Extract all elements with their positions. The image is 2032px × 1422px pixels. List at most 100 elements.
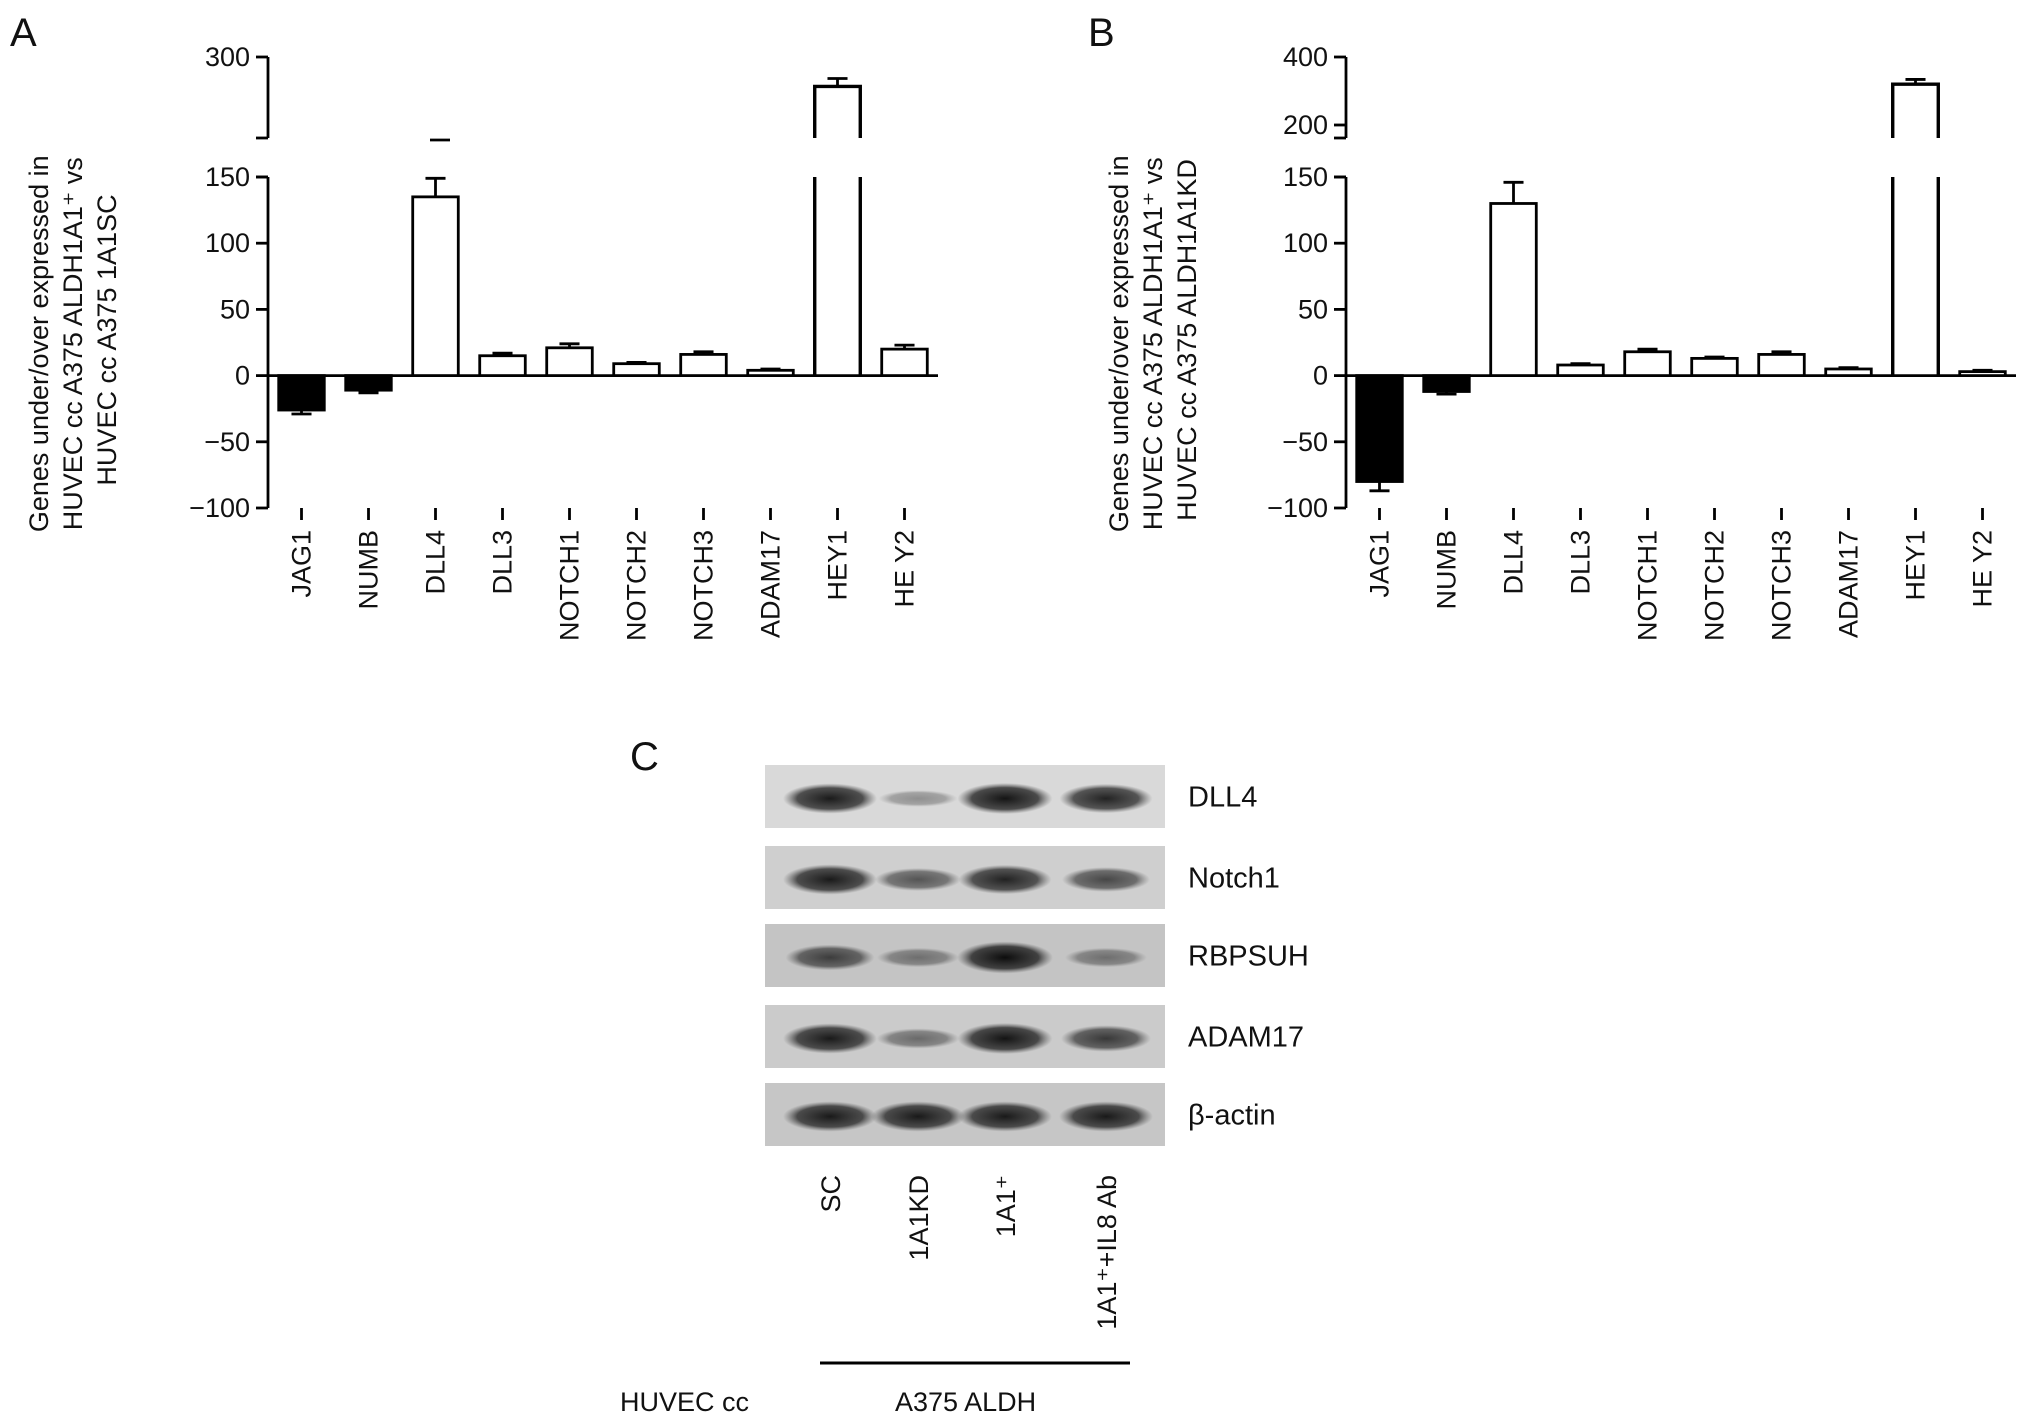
panel-b-bar-hey1-lower <box>1891 177 1940 376</box>
panel-a-category-label: NOTCH3 <box>689 530 719 641</box>
panel-a-bar-notch1 <box>545 346 594 377</box>
panel-c-western-blot: C HUVEC cc A375 ALDH DLL4 Notch1 RBPSUH ADA… <box>620 735 1309 1417</box>
panel-b-ylabel-line3: HUVEC cc A375 ALDH1A1KD <box>1172 159 1202 521</box>
panel-a-category-label: NUMB <box>354 530 384 610</box>
panel-b-bar-dll3 <box>1556 363 1605 377</box>
panel-b-category-label: NUMB <box>1432 530 1462 610</box>
panel-a-bar-dll4 <box>411 195 460 378</box>
blot-band <box>875 868 961 891</box>
panel-b-bar-notch1 <box>1623 350 1672 378</box>
panel-b-letter: B <box>1088 11 1115 55</box>
panel-b-bar-numb <box>1422 374 1471 393</box>
blot-band <box>783 864 877 895</box>
panel-a-ylabel-line2: HUVEC cc A375 ALDH1A1⁺ vs <box>58 157 88 530</box>
panel-b-bar-hey2 <box>1958 370 2007 377</box>
panel-b-y-tick-label: 0 <box>1313 361 1328 391</box>
panel-b-bar-adam17 <box>1824 367 1873 378</box>
lane-label: 1A1⁺+IL8 Ab <box>1092 1175 1122 1330</box>
panel-a-category-label: DLL4 <box>421 530 451 595</box>
blot-band <box>783 783 877 814</box>
blot-band <box>1061 1025 1151 1052</box>
panel-a-y-tick-label: 0 <box>235 361 250 391</box>
panel-b-category-label: HE Y2 <box>1968 530 1998 608</box>
panel-a-bar-dll3 <box>478 354 527 377</box>
panel-b-ylabel-line2: HUVEC cc A375 ALDH1A1⁺ vs <box>1138 157 1168 530</box>
panel-a-category-label: ADAM17 <box>756 530 786 638</box>
panel-a-bar-notch3 <box>679 353 728 377</box>
panel-b-y-tick-label-upper: 200 <box>1283 110 1328 140</box>
blot-row-label: RBPSUH <box>1188 941 1309 973</box>
panel-b-y-tick-label: 150 <box>1283 162 1328 192</box>
blot-band <box>1062 867 1150 892</box>
panel-a-category-label: NOTCH1 <box>555 530 585 641</box>
panel-b-bar-chart: B Genes under/over expressed in HUVEC cc… <box>1088 11 2016 641</box>
panel-a-y-tick-label: −100 <box>189 493 250 523</box>
lane-label: 1A1⁺ <box>991 1175 1021 1237</box>
blot-row-actin <box>765 1083 1165 1146</box>
blot-row-notch1 <box>765 846 1165 909</box>
blot-row-label: DLL4 <box>1188 782 1257 814</box>
group-label-huvec: HUVEC cc <box>620 1387 749 1417</box>
blot-row-label: ADAM17 <box>1188 1022 1304 1054</box>
panel-a-ylabel-line3: HUVEC cc A375 1A1SC <box>92 194 122 485</box>
blot-band <box>1065 947 1147 968</box>
panel-b-category-label: NOTCH3 <box>1767 530 1797 641</box>
blot-band <box>876 1028 960 1049</box>
panel-b-y-axis-label: Genes under/over expressed in HUVEC cc A… <box>1104 148 1202 532</box>
panel-a-y-tick-label-upper: 300 <box>205 42 250 72</box>
panel-a-bar-hey1-upper <box>813 84 862 138</box>
panel-b-category-label: HEY1 <box>1901 530 1931 601</box>
panel-a-letter: A <box>10 11 37 55</box>
panel-a-category-label: HEY1 <box>823 530 853 601</box>
panel-a-y-tick-label: −50 <box>204 427 250 457</box>
panel-b-category-label: NOTCH1 <box>1633 530 1663 641</box>
panel-a-ylabel-line1: Genes under/over expressed in <box>24 155 54 532</box>
panel-a-bar-hey2 <box>880 347 929 377</box>
panel-a-bar-hey1-lower <box>813 177 862 376</box>
lane-label: SC <box>816 1175 846 1213</box>
blot-band <box>957 941 1053 974</box>
panel-b-y-tick-label: 50 <box>1298 294 1328 324</box>
group-label-a375: A375 ALDH <box>895 1387 1036 1417</box>
panel-b-y-tick-label: −50 <box>1282 427 1328 457</box>
panel-b-bar-hey1-upper <box>1891 82 1940 138</box>
blot-band <box>785 944 875 971</box>
panel-b-y-tick-label-upper: 400 <box>1283 42 1328 72</box>
panel-a-category-label: JAG1 <box>287 530 317 598</box>
blot-band <box>958 1101 1052 1132</box>
blot-row-label: β-actin <box>1188 1100 1276 1132</box>
panel-c-letter: C <box>630 735 659 779</box>
blot-band <box>877 947 959 968</box>
panel-b-bar-jag1 <box>1355 374 1404 483</box>
panel-a-bar-numb <box>344 374 393 392</box>
blot-band <box>957 1022 1053 1055</box>
panel-a-bar-chart: A Genes under/over expressed in HUVEC cc… <box>10 11 938 641</box>
panel-a-bar-jag1 <box>277 374 326 412</box>
panel-a-bar-adam17 <box>746 368 795 377</box>
panel-b-ylabel-line1: Genes under/over expressed in <box>1104 155 1134 532</box>
panel-b-category-label: DLL4 <box>1499 530 1529 595</box>
panel-a-bar-notch2 <box>612 362 661 377</box>
blot-band <box>958 864 1052 895</box>
blot-band <box>1059 1101 1153 1132</box>
panel-a-y-tick-label: 100 <box>205 228 250 258</box>
blot-band <box>957 782 1053 815</box>
panel-a-y-tick-label: 50 <box>220 294 250 324</box>
panel-b-bar-notch3 <box>1757 353 1806 377</box>
blot-row-label: Notch1 <box>1188 863 1280 895</box>
panel-b-category-label: ADAM17 <box>1834 530 1864 638</box>
panel-a-category-label: NOTCH2 <box>622 530 652 641</box>
panel-a-y-tick-label: 150 <box>205 162 250 192</box>
blot-band <box>1059 783 1153 814</box>
blot-band <box>871 1101 965 1132</box>
blot-row-rbpsuh <box>765 924 1165 987</box>
panel-a-category-label: HE Y2 <box>890 530 920 608</box>
panel-b-y-tick-label: −100 <box>1267 493 1328 523</box>
panel-b-bar-dll4 <box>1489 202 1538 377</box>
panel-b-bar-notch2 <box>1690 356 1739 378</box>
blot-row-dll4 <box>765 765 1165 828</box>
panel-a-y-axis-label: Genes under/over expressed in HUVEC cc A… <box>24 148 122 532</box>
panel-b-category-label: DLL3 <box>1566 530 1596 595</box>
panel-b-y-tick-label: 100 <box>1283 228 1328 258</box>
